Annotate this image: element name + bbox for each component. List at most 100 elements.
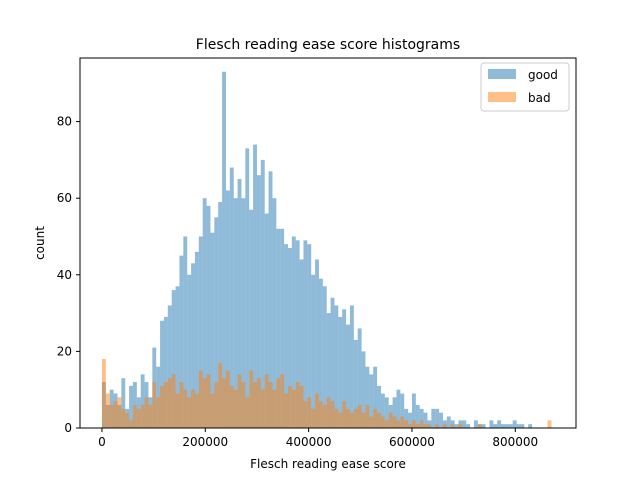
- bar-bad-61: [338, 413, 342, 428]
- y-tick-label: 20: [57, 344, 72, 358]
- bar-bad-74: [389, 413, 393, 428]
- bar-bad-55: [315, 394, 319, 428]
- y-tick-label: 0: [64, 421, 72, 435]
- bar-bad-83: [424, 424, 428, 428]
- legend-swatch-bad: [488, 92, 516, 102]
- bar-bad-37: [245, 397, 249, 428]
- bar-good-107: [517, 424, 521, 428]
- x-tick-label: 600000: [389, 435, 435, 449]
- bar-bad-75: [393, 417, 397, 428]
- bar-bad-52: [303, 401, 307, 428]
- bar-bad-18: [172, 374, 176, 428]
- bar-bad-70: [373, 409, 377, 428]
- bar-good-110: [528, 424, 532, 428]
- y-tick-label: 60: [57, 191, 72, 205]
- chart-title: Flesch reading ease score histograms: [196, 37, 460, 53]
- bar-bad-47: [284, 394, 288, 428]
- bar-bad-45: [276, 378, 280, 428]
- bar-bad-69: [369, 417, 373, 428]
- bar-bad-11: [145, 397, 149, 428]
- bar-bad-76: [396, 420, 400, 428]
- bar-bad-13: [152, 382, 156, 428]
- bar-bad-38: [249, 371, 253, 428]
- bar-bad-66: [358, 405, 362, 428]
- bar-bad-71: [377, 413, 381, 428]
- bar-bad-24: [195, 394, 199, 428]
- bar-bad-30: [218, 363, 222, 428]
- bar-bad-3: [114, 401, 118, 428]
- bar-bad-5: [121, 409, 125, 428]
- bar-bad-40: [257, 378, 261, 428]
- bar-bad-64: [350, 413, 354, 428]
- bar-good-31: [222, 72, 226, 428]
- bar-bad-10: [141, 405, 145, 428]
- bar-bad-29: [214, 382, 218, 428]
- bar-bad-36: [241, 382, 245, 428]
- bar-bad-14: [156, 397, 160, 428]
- x-tick-label: 400000: [286, 435, 332, 449]
- bar-bad-50: [296, 382, 300, 428]
- bar-bad-26: [203, 378, 207, 428]
- bar-bad-28: [210, 394, 214, 428]
- bar-bad-32: [226, 371, 230, 428]
- bar-bad-115: [548, 420, 552, 428]
- bar-bad-4: [117, 397, 121, 428]
- bar-bad-86: [435, 424, 439, 428]
- bar-bad-12: [148, 405, 152, 428]
- bar-bad-67: [362, 413, 366, 428]
- bar-bad-79: [408, 424, 412, 428]
- bar-bad-65: [354, 409, 358, 428]
- bar-good-64: [350, 305, 354, 428]
- bar-good-61: [338, 317, 342, 428]
- bar-good-100: [489, 420, 493, 428]
- bar-bad-1: [106, 394, 110, 428]
- bar-bad-31: [222, 378, 226, 428]
- bar-bad-63: [346, 409, 350, 428]
- x-axis-label: Flesch reading ease score: [250, 457, 406, 471]
- bar-bad-19: [176, 394, 180, 428]
- y-tick-label: 40: [57, 268, 72, 282]
- bar-good-104: [505, 424, 509, 428]
- bar-bad-54: [311, 409, 315, 428]
- bar-bad-0: [102, 359, 106, 428]
- bar-bad-62: [342, 401, 346, 428]
- bar-bad-82: [420, 420, 424, 428]
- bar-bad-43: [269, 382, 273, 428]
- bar-bad-16: [164, 382, 168, 428]
- bar-bad-58: [327, 397, 331, 428]
- bar-bad-25: [199, 371, 203, 428]
- legend-label-bad: bad: [528, 91, 551, 105]
- bar-good-89: [447, 417, 451, 428]
- bar-bad-41: [261, 390, 265, 428]
- bar-good-41: [261, 160, 265, 428]
- legend-label-good: good: [528, 68, 558, 82]
- x-tick-label: 200000: [182, 435, 228, 449]
- bar-bad-39: [253, 382, 257, 428]
- y-tick-label: 80: [57, 115, 72, 129]
- bar-good-96: [474, 420, 478, 428]
- bar-good-105: [509, 424, 513, 428]
- bar-bad-51: [300, 386, 304, 428]
- legend: good bad: [481, 63, 569, 111]
- bar-good-93: [462, 420, 466, 428]
- bar-bad-57: [323, 405, 327, 428]
- bar-good-91: [455, 424, 459, 428]
- bar-bad-73: [385, 420, 389, 428]
- bar-bad-48: [288, 386, 292, 428]
- y-axis-label: count: [33, 226, 47, 260]
- bar-bad-77: [400, 417, 404, 428]
- x-tick-label: 0: [98, 435, 106, 449]
- bar-good-85: [431, 409, 435, 428]
- bar-bad-80: [412, 420, 416, 428]
- bar-bad-17: [168, 378, 172, 428]
- bar-bad-59: [331, 401, 335, 428]
- bar-bad-15: [160, 386, 164, 428]
- bar-bad-90: [451, 424, 455, 428]
- bar-bad-42: [265, 374, 269, 428]
- bar-bad-46: [280, 374, 284, 428]
- bar-bad-53: [307, 397, 311, 428]
- bar-good-52: [303, 240, 307, 428]
- bar-bad-34: [234, 390, 238, 428]
- bar-bad-27: [207, 374, 211, 428]
